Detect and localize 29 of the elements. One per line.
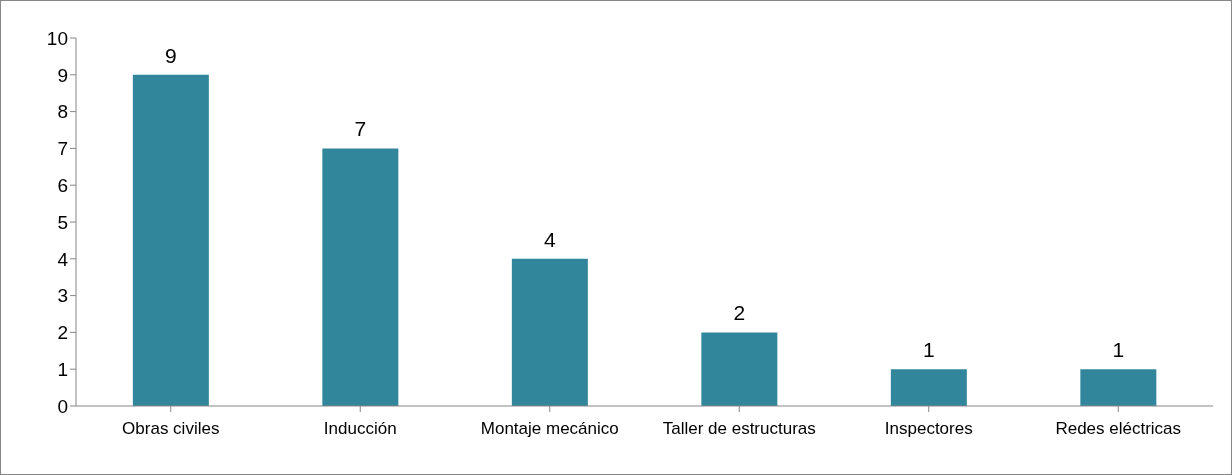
y-tick-label: 8 — [57, 101, 68, 123]
data-label: 7 — [354, 117, 367, 141]
x-tick-label: Inspectores — [884, 419, 973, 439]
bar — [132, 74, 209, 406]
x-tick-label: Taller de estructuras — [662, 419, 816, 439]
bar — [1080, 369, 1157, 406]
y-tick-label: 4 — [57, 248, 69, 270]
y-tick-label: 7 — [57, 138, 68, 160]
x-tick-label: Redes eléctricas — [1055, 419, 1182, 439]
y-tick-label: 1 — [57, 358, 68, 380]
x-tick-label: Obras civiles — [122, 419, 220, 439]
y-tick-label: 5 — [57, 211, 68, 233]
y-tick-label: 9 — [57, 64, 68, 86]
y-tick-label: 10 — [46, 27, 68, 49]
x-tick-label: Montaje mecánico — [480, 419, 619, 439]
data-label: 4 — [544, 227, 557, 251]
y-tick-label: 6 — [57, 174, 68, 196]
data-label: 2 — [733, 301, 746, 325]
bar — [701, 332, 778, 406]
data-label: 9 — [165, 43, 177, 67]
data-label: 1 — [923, 338, 935, 362]
x-tick-label: Inducción — [323, 419, 397, 439]
bar — [890, 369, 967, 406]
data-label: 1 — [1112, 338, 1125, 362]
y-tick-label: 0 — [57, 395, 68, 417]
bar — [322, 148, 399, 406]
y-tick-label: 3 — [57, 285, 68, 307]
bar — [511, 258, 588, 406]
y-tick-label: 2 — [57, 322, 68, 344]
